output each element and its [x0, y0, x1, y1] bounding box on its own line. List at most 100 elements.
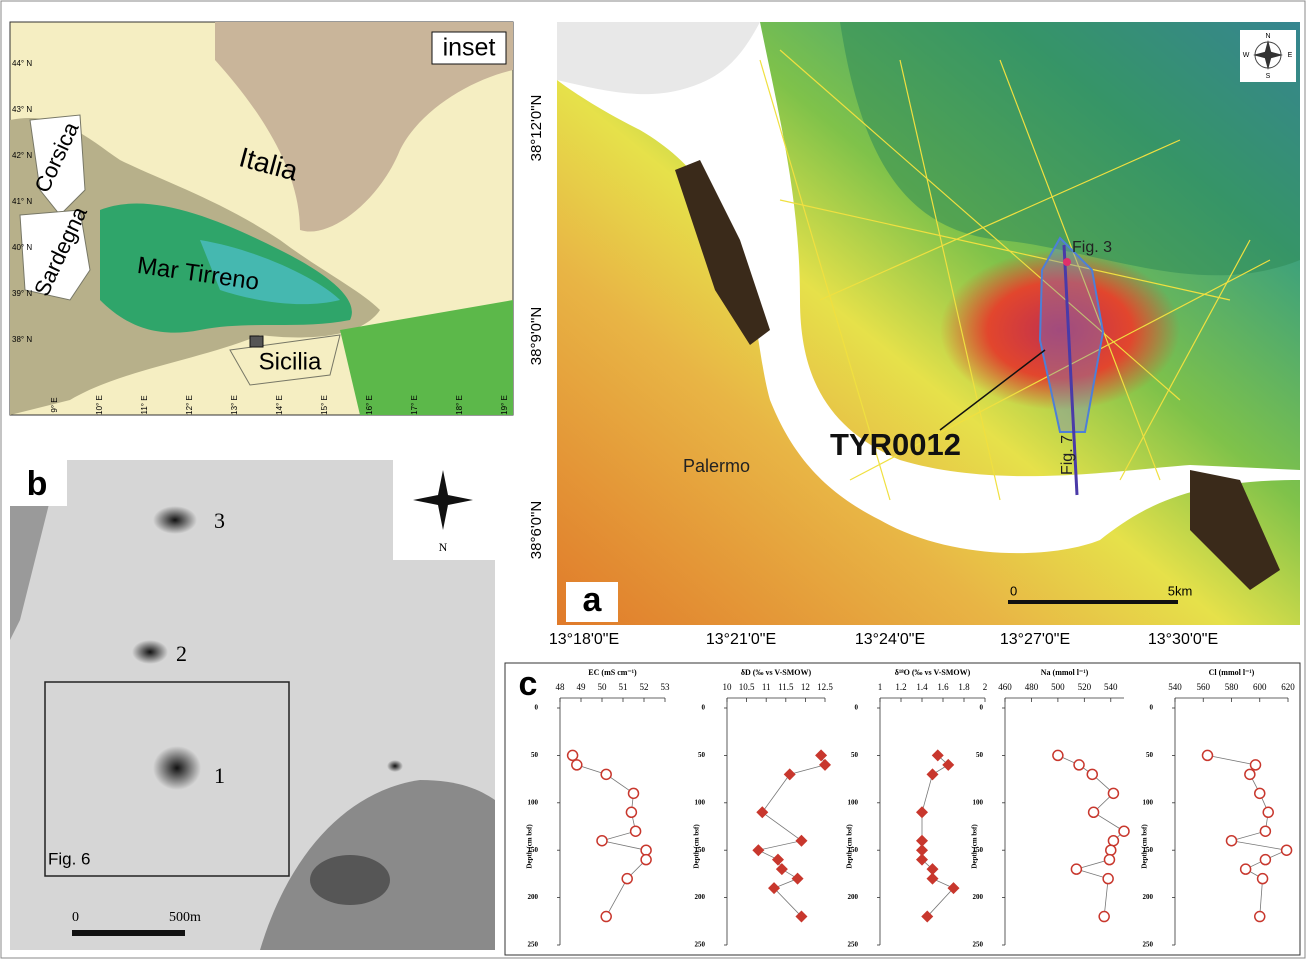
- y-tick-label: 200: [973, 893, 984, 901]
- x-tick-label: 1.4: [916, 682, 928, 692]
- x-tick-label: 11.5: [778, 682, 794, 692]
- y-tick-label: 250: [528, 941, 539, 949]
- lon-label: 19° E: [500, 395, 509, 415]
- x-tick-label: 540: [1168, 682, 1182, 692]
- scale-label: 5km: [1168, 583, 1193, 598]
- figure: inset Italia Corsica Sardegna Mar Tirren…: [0, 0, 1306, 959]
- y-axis-title: Depth (cm bsf): [1141, 824, 1149, 869]
- x-tick-label: 11: [762, 682, 771, 692]
- lat-label: 44° N: [12, 59, 32, 68]
- lon-label: 13°24'0"E: [855, 631, 925, 648]
- data-point: [1241, 864, 1251, 874]
- feature-label: 1: [214, 763, 225, 788]
- x-tick-label: 48: [556, 682, 566, 692]
- lat-label: 38°9'0"N: [528, 307, 545, 365]
- compass-letter: E: [1288, 52, 1293, 59]
- data-point: [1104, 855, 1114, 865]
- compass-letter: S: [1266, 73, 1271, 80]
- fig-label: Fig. 3: [1072, 239, 1112, 256]
- data-point: [1103, 874, 1113, 884]
- data-point: [1108, 836, 1118, 846]
- y-tick-label: 0: [980, 704, 984, 712]
- y-tick-label: 50: [1146, 751, 1154, 759]
- x-tick-label: 560: [1197, 682, 1211, 692]
- data-point: [601, 769, 611, 779]
- y-tick-label: 50: [976, 751, 984, 759]
- chart-title: EC (mS cm⁻¹): [588, 668, 637, 677]
- y-axis-title: Depth (cm bsf): [846, 824, 854, 869]
- lat-label: 38°12'0"N: [528, 95, 545, 162]
- x-tick-label: 49: [577, 682, 587, 692]
- data-point: [1263, 807, 1273, 817]
- place-label: Palermo: [683, 456, 750, 476]
- x-tick-label: 51: [619, 682, 628, 692]
- lon-label: 17° E: [410, 395, 419, 415]
- panel-label: b: [27, 465, 48, 503]
- inset-title: inset: [443, 34, 496, 62]
- data-point: [1227, 836, 1237, 846]
- data-point: [1099, 912, 1109, 922]
- lon-label: 15° E: [320, 395, 329, 415]
- data-point: [641, 845, 651, 855]
- lat-label: 40° N: [12, 243, 32, 252]
- fig-label: Fig. 7: [1059, 435, 1076, 475]
- lon-label: 16° E: [365, 395, 374, 415]
- y-tick-label: 200: [695, 893, 706, 901]
- x-tick-label: 53: [661, 682, 671, 692]
- chart-title: Na (mmol l⁻¹): [1041, 668, 1089, 677]
- lon-label: 14° E: [275, 395, 284, 415]
- y-tick-label: 100: [695, 798, 706, 806]
- y-axis-title: Depth (cm bsf): [971, 824, 979, 869]
- scale-label: 0: [72, 910, 79, 925]
- pockmark: [132, 640, 168, 664]
- data-point: [622, 874, 632, 884]
- data-point: [626, 807, 636, 817]
- chart-title: δ¹⁸O (‰ vs V-SMOW): [895, 668, 971, 677]
- fig-label: Fig. 6: [48, 849, 91, 868]
- x-tick-label: 540: [1104, 682, 1118, 692]
- north-label: N: [439, 540, 448, 554]
- y-tick-label: 50: [851, 751, 859, 759]
- data-point: [1255, 912, 1265, 922]
- y-tick-label: 0: [855, 704, 859, 712]
- data-point: [631, 826, 641, 836]
- pockmark: [387, 760, 403, 772]
- data-point: [1089, 807, 1099, 817]
- lat-label: 41° N: [12, 197, 32, 206]
- chart-title: Cl (mmol l⁻¹): [1209, 668, 1255, 677]
- data-point: [1258, 874, 1268, 884]
- data-point: [1071, 864, 1081, 874]
- data-point: [1251, 760, 1261, 770]
- lon-label: 9° E: [50, 397, 59, 412]
- x-tick-label: 1: [878, 682, 883, 692]
- x-tick-label: 1.6: [937, 682, 949, 692]
- y-tick-label: 200: [528, 893, 539, 901]
- x-tick-label: 620: [1281, 682, 1295, 692]
- data-point: [1202, 750, 1212, 760]
- lon-label: 13°18'0"E: [549, 631, 619, 648]
- core-label: TYR0012: [830, 427, 961, 462]
- pockmark: [153, 746, 201, 790]
- data-point: [1108, 788, 1118, 798]
- lon-label: 13°21'0"E: [706, 631, 776, 648]
- x-tick-label: 1.2: [895, 682, 906, 692]
- x-tick-label: 10.5: [739, 682, 755, 692]
- lat-label: 42° N: [12, 151, 32, 160]
- y-tick-label: 50: [698, 751, 706, 759]
- y-tick-label: 0: [535, 704, 539, 712]
- data-point: [1255, 788, 1265, 798]
- scale-label: 500m: [169, 910, 201, 925]
- x-tick-label: 52: [640, 682, 649, 692]
- y-tick-label: 200: [848, 893, 859, 901]
- x-tick-label: 1.8: [958, 682, 970, 692]
- data-point: [1282, 845, 1292, 855]
- x-tick-label: 520: [1078, 682, 1092, 692]
- x-tick-label: 500: [1051, 682, 1065, 692]
- y-tick-label: 0: [702, 704, 706, 712]
- x-tick-label: 10: [723, 682, 733, 692]
- y-tick-label: 250: [1143, 941, 1154, 949]
- y-tick-label: 100: [1143, 798, 1154, 806]
- data-point: [1106, 845, 1116, 855]
- y-tick-label: 50: [531, 751, 539, 759]
- lon-label: 10° E: [95, 395, 104, 415]
